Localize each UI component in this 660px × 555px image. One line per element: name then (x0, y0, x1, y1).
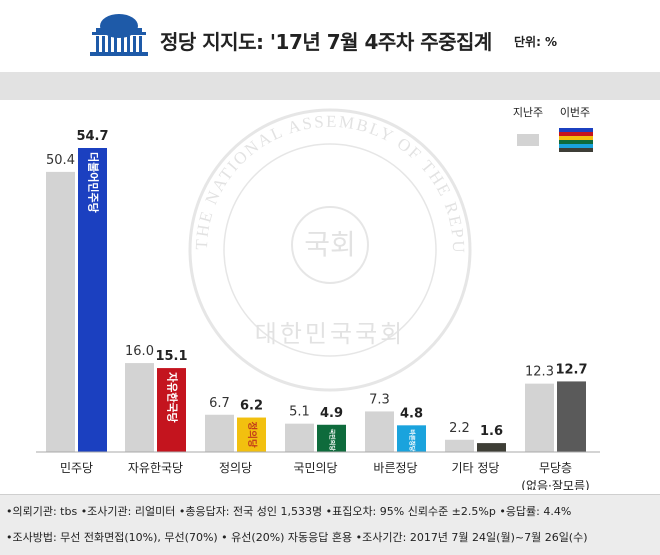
party-logo-text-2: 정의당 (246, 422, 258, 448)
party-logo-text-4: 바른정당 (408, 429, 416, 452)
legend-swatch-this-week-stripe (559, 144, 593, 148)
value-label-last-week-2: 6.7 (209, 396, 230, 411)
legend-swatch-this-week-stripe (559, 140, 593, 144)
bar-last-week-0 (46, 171, 75, 452)
bar-this-week-4 (397, 425, 426, 452)
legend-swatch-this-week-stripe (559, 136, 593, 140)
category-label-1: 자유한국당 (128, 461, 183, 475)
value-label-last-week-0: 50.4 (46, 153, 75, 168)
legend-swatch-this-week-stripe (559, 148, 593, 152)
legend-label-this-week: 이번주 (560, 106, 590, 119)
bar-last-week-5 (445, 439, 474, 452)
national-assembly-icon (90, 14, 148, 56)
bar-this-week-6 (557, 381, 586, 452)
value-label-this-week-2: 6.2 (240, 399, 263, 414)
bar-this-week-1 (157, 368, 186, 452)
legend-swatch-this-week-stripe (559, 132, 593, 136)
category-label-5: 기타 정당 (452, 461, 500, 475)
bar-last-week-6 (525, 383, 554, 452)
unit-label: 단위: % (514, 35, 558, 49)
value-label-last-week-5: 2.2 (449, 421, 470, 436)
footer: •의뢰기관: tbs •조사기관: 리얼미터 •총응답자: 전국 성인 1,53… (0, 494, 660, 555)
header-band (0, 72, 660, 100)
survey-info-line-1: •의뢰기관: tbs •조사기관: 리얼미터 •총응답자: 전국 성인 1,53… (6, 505, 572, 518)
value-label-last-week-4: 7.3 (369, 392, 390, 407)
bar-this-week-3 (317, 424, 346, 452)
value-label-this-week-4: 4.8 (400, 406, 423, 421)
legend: 지난주 이번주 (513, 106, 593, 152)
category-label-0: 민주당 (60, 461, 93, 475)
chart-area: THE NATIONAL ASSEMBLY OF THE REPUBLIC OF… (0, 100, 660, 490)
value-label-last-week-1: 16.0 (125, 344, 154, 359)
survey-info-line-2: •조사방법: 무선 전화면접(10%), 무선(70%) • 유선(20%) 자… (6, 531, 588, 544)
category-label-6: 무당층 (539, 461, 572, 475)
bar-last-week-3 (285, 423, 314, 452)
category-label-3: 국민의당 (293, 461, 337, 475)
party-logo-text-1: 자유한국당 (166, 372, 180, 423)
value-label-this-week-6: 12.7 (555, 362, 587, 377)
bar-last-week-2 (205, 414, 234, 452)
bar-last-week-1 (125, 363, 154, 452)
value-label-this-week-0: 54.7 (76, 129, 108, 144)
bar-last-week-4 (365, 411, 394, 452)
bar-this-week-5 (477, 443, 506, 452)
page-title: 정당 지지도: '17년 7월 4주차 주중집계 (160, 30, 492, 54)
legend-swatch-last-week (517, 134, 539, 146)
bar-chart: THE NATIONAL ASSEMBLY OF THE REPUBLIC OF… (0, 100, 600, 490)
value-label-last-week-3: 5.1 (289, 405, 310, 420)
watermark-center-text: 국회 (304, 228, 356, 261)
category-label-4: 바른정당 (373, 461, 417, 475)
category-label-2: 정의당 (219, 461, 252, 475)
party-logo-text-0: 더불어민주당 (87, 152, 101, 213)
value-label-this-week-5: 1.6 (480, 424, 503, 439)
category-sublabel-6: (없음·잘모름) (521, 479, 589, 490)
legend-label-last-week: 지난주 (513, 106, 543, 119)
value-label-last-week-6: 12.3 (525, 365, 554, 380)
value-label-this-week-3: 4.9 (320, 406, 343, 421)
header: 정당 지지도: '17년 7월 4주차 주중집계 단위: % (0, 0, 660, 72)
legend-swatch-this-week-stripe (559, 128, 593, 132)
bar-this-week-0 (78, 148, 107, 452)
value-label-this-week-1: 15.1 (155, 349, 187, 364)
bar-this-week-2 (237, 417, 266, 452)
party-logo-text-3: 국민의당 (328, 429, 336, 452)
watermark-bottom-text: 대한민국국회 (255, 320, 405, 348)
